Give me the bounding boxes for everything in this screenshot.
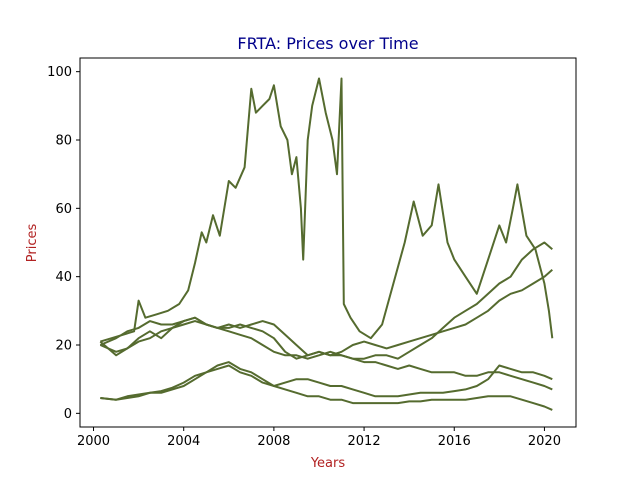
y-tick-label: 60 — [55, 202, 72, 217]
x-tick-label: 2004 — [167, 434, 200, 449]
y-tick-label: 20 — [55, 339, 72, 354]
x-axis: 2000 2004 2008 2012 2016 2020 — [77, 427, 561, 449]
y-axis: 0 20 40 60 80 100 — [47, 65, 80, 422]
plot-lines — [99, 77, 554, 411]
series-line-1 — [100, 77, 554, 343]
y-tick-label: 40 — [55, 270, 72, 285]
y-tick-label: 100 — [47, 65, 72, 80]
x-tick-label: 2012 — [348, 434, 381, 449]
y-tick-label: 0 — [64, 407, 72, 422]
x-axis-label: Years — [310, 456, 346, 471]
y-tick-label: 80 — [55, 134, 72, 149]
plot-frame — [79, 57, 577, 428]
series-line-4 — [99, 241, 553, 360]
x-tick-label: 2000 — [77, 434, 110, 449]
x-tick-label: 2020 — [528, 434, 561, 449]
x-tick-label: 2008 — [257, 434, 290, 449]
chart-title: FRTA: Prices over Time — [237, 34, 418, 53]
series-line-6 — [100, 364, 553, 401]
x-tick-label: 2016 — [438, 434, 471, 449]
series-line-3 — [99, 269, 553, 360]
series-line-5 — [100, 361, 553, 411]
y-axis-label: Prices — [25, 224, 40, 263]
